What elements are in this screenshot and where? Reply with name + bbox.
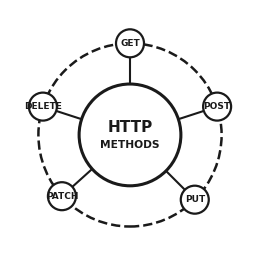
Text: HTTP: HTTP [107,120,153,135]
Text: METHODS: METHODS [100,139,160,150]
Text: PUT: PUT [185,195,205,204]
Text: PATCH: PATCH [46,192,78,201]
Text: GET: GET [120,39,140,48]
Text: DELETE: DELETE [24,102,62,111]
Circle shape [48,182,76,210]
Circle shape [29,93,57,121]
Circle shape [203,93,231,121]
Circle shape [79,84,181,186]
Text: POST: POST [204,102,231,111]
Circle shape [116,29,144,57]
Circle shape [181,186,209,214]
